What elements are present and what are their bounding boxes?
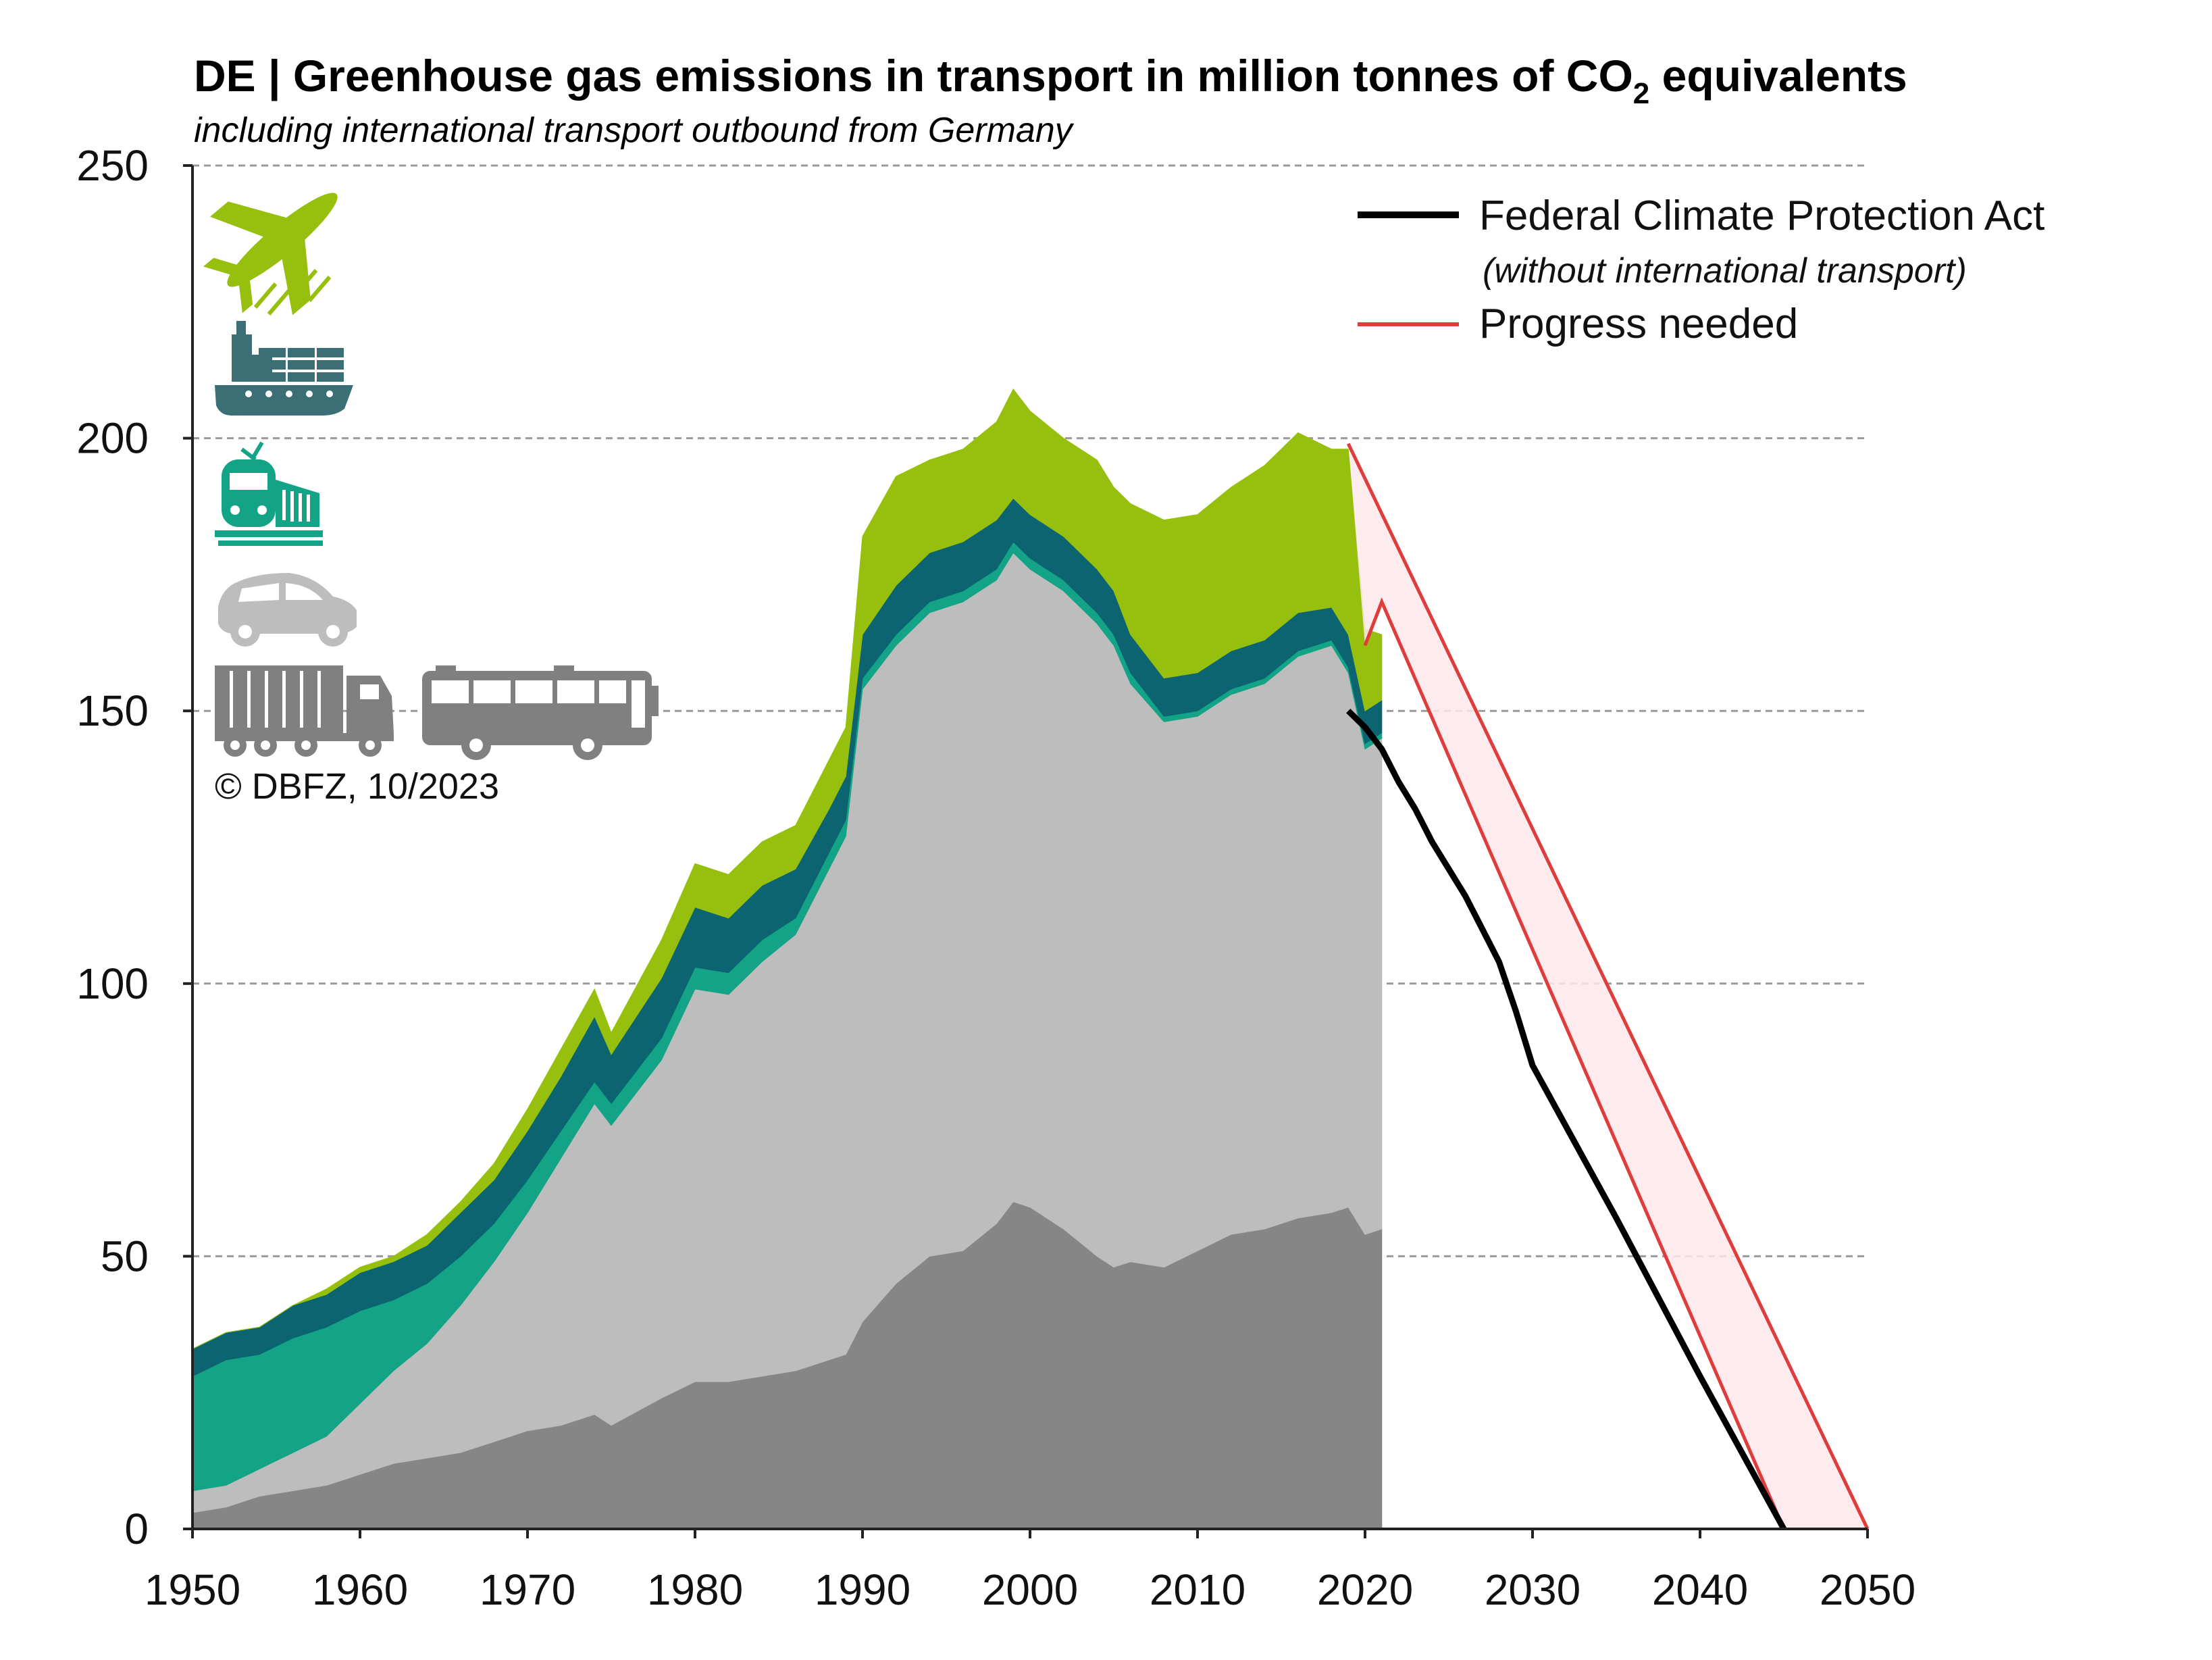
y-tick-label: 100 [76,959,149,1008]
x-tick-label: 1950 [145,1565,240,1614]
y-tick-label: 250 [76,141,149,190]
chart-subtitle: including international transport outbou… [194,111,1075,150]
stacked-areas [192,388,1383,1530]
y-tick-label: 200 [76,414,149,463]
progress-line-upper [1346,443,1870,1530]
legend-sublabel-climate-act: (without international transport) [1483,251,1967,291]
axes: 0 50 100 150 200 250 1950 1960 1970 1980 1990 2000 2… [76,141,1915,1614]
x-tick-label: 2020 [1317,1565,1413,1614]
area-series-5 [192,388,1383,1350]
title-subscript: 2 [1633,77,1649,110]
y-tick-label: 150 [76,686,149,735]
x-tick-label: 2030 [1485,1565,1580,1614]
x-tick-label: 2000 [982,1565,1078,1614]
legend-label-climate-act: Federal Climate Protection Act [1479,193,2044,239]
x-tick-label: 1980 [647,1565,743,1614]
target-lines [1346,443,1870,1531]
chart-title: DE | Greenhouse gas emissions in transpo… [194,51,1907,110]
title-end: equivalents [1649,51,1907,101]
train-icon [215,441,323,546]
progress-line-lower [1363,597,1786,1530]
x-tick-label: 1960 [312,1565,408,1614]
truck-icon [215,665,394,757]
airplane-icon [203,193,338,316]
climate-act-line [1346,708,1786,1531]
legend: Federal Climate Protection Act (without … [1358,193,2044,347]
x-tick-label: 1990 [815,1565,910,1614]
x-tick-label: 2010 [1150,1565,1245,1614]
legend-label-progress: Progress needed [1479,301,1798,347]
y-tick-label: 50 [101,1232,149,1280]
x-tick-label: 1970 [480,1565,575,1614]
title-main: DE | Greenhouse gas emissions in transpo… [194,51,1633,102]
copyright-text: © DBFZ, 10/2023 [215,766,499,807]
car-icon [218,573,357,647]
bus-icon [422,665,659,760]
x-tick-label: 2040 [1652,1565,1748,1614]
x-tick-label: 2050 [1820,1565,1915,1614]
ship-icon [215,321,353,416]
y-tick-label: 0 [124,1505,149,1553]
